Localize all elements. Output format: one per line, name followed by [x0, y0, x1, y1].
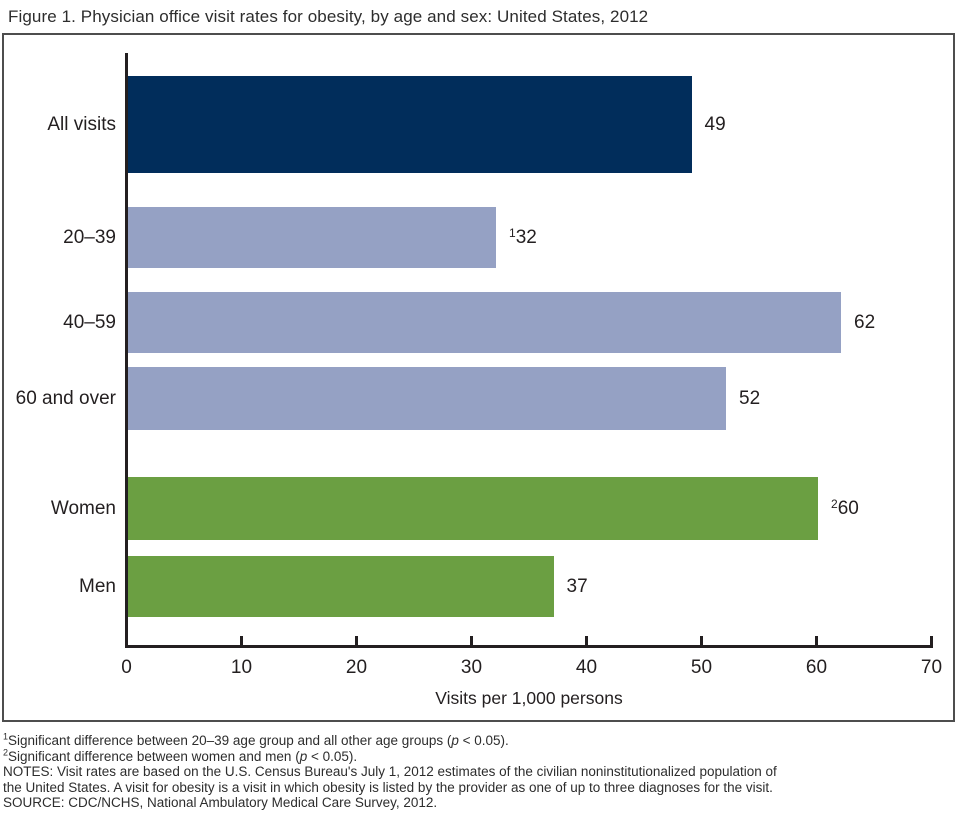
tick-label-50: 50: [690, 657, 713, 678]
tick-label-30: 30: [460, 657, 483, 678]
tick-label-60: 60: [805, 657, 828, 678]
footnote-superscript: 1: [3, 731, 9, 742]
value-text: 49: [704, 113, 726, 135]
value-label-5: 37: [567, 556, 588, 617]
footnote-line-3: NOTES: Visit rates are based on the U.S.…: [3, 764, 953, 780]
footnote-line-1: 1Significant difference between 20–39 ag…: [3, 731, 953, 749]
axis-tick-20: [355, 636, 358, 645]
y-axis-line: [125, 53, 128, 648]
value-text: 62: [854, 311, 876, 333]
bar-all-visits: [128, 76, 692, 173]
bar-60-and-over: [128, 367, 726, 430]
value-text: 60: [837, 497, 859, 519]
italic-p: p: [299, 748, 308, 764]
footnote-superscript: 2: [3, 747, 9, 758]
footnote-text: NOTES: Visit rates are based on the U.S.…: [3, 764, 777, 780]
value-label-1: 1 32: [509, 225, 537, 248]
value-label-3: 52: [739, 367, 760, 430]
category-label-age-2: 40–59: [63, 311, 116, 333]
value-text: 37: [566, 575, 588, 597]
value-text: 52: [739, 387, 761, 409]
footnote-text: SOURCE: CDC/NCHS, National Ambulatory Me…: [3, 795, 438, 811]
x-axis-title: Visits per 1,000 persons: [435, 688, 623, 708]
footnote-text: < 0.05).: [307, 748, 358, 764]
category-label-age-1: 20–39: [63, 226, 116, 248]
tick-label-70: 70: [920, 657, 943, 678]
footnote-line-5: SOURCE: CDC/NCHS, National Ambulatory Me…: [3, 795, 953, 811]
italic-p: p: [451, 733, 459, 748]
value-label-0: 49: [705, 76, 726, 173]
tick-label-0: 0: [121, 657, 132, 678]
axis-tick-60: [815, 636, 818, 645]
footnote-text: < 0.05).: [458, 733, 509, 748]
bar-40-59: [128, 292, 841, 353]
bar-men: [128, 556, 554, 617]
tick-label-20: 20: [345, 657, 368, 678]
category-label-sex-5: Men: [79, 575, 116, 597]
chart-frame: Visits per 1,000 persons All visits 49 20–…: [2, 33, 955, 722]
bar-women: [128, 477, 818, 540]
axis-tick-30: [470, 636, 473, 645]
category-label-sex-4: Women: [50, 497, 116, 519]
axis-tick-40: [585, 636, 588, 645]
value-label-2: 62: [854, 292, 875, 353]
axis-tick-70: [930, 636, 933, 645]
footnote-text: the United States. A visit for obesity i…: [3, 779, 773, 795]
footnote-text: Significant difference between women and…: [8, 748, 300, 764]
footnote-text: Significant difference between 20–39 age…: [8, 733, 452, 748]
category-label-total-0: All visits: [47, 113, 116, 135]
axis-tick-50: [700, 636, 703, 645]
value-text: 32: [515, 226, 537, 248]
axis-tick-10: [240, 636, 243, 645]
footnote-line-4: the United States. A visit for obesity i…: [3, 780, 953, 796]
figure-title: Figure 1. Physician office visit rates f…: [8, 7, 649, 26]
footnotes: 1Significant difference between 20–39 ag…: [3, 731, 953, 811]
tick-label-10: 10: [230, 657, 253, 678]
tick-label-40: 40: [575, 657, 598, 678]
bar-20-39: [128, 207, 496, 268]
footnote-line-2: 2Significant difference between women an…: [3, 747, 953, 765]
value-label-4: 2 60: [831, 496, 859, 519]
x-axis-line: [125, 645, 933, 648]
category-label-age-3: 60 and over: [15, 387, 116, 409]
